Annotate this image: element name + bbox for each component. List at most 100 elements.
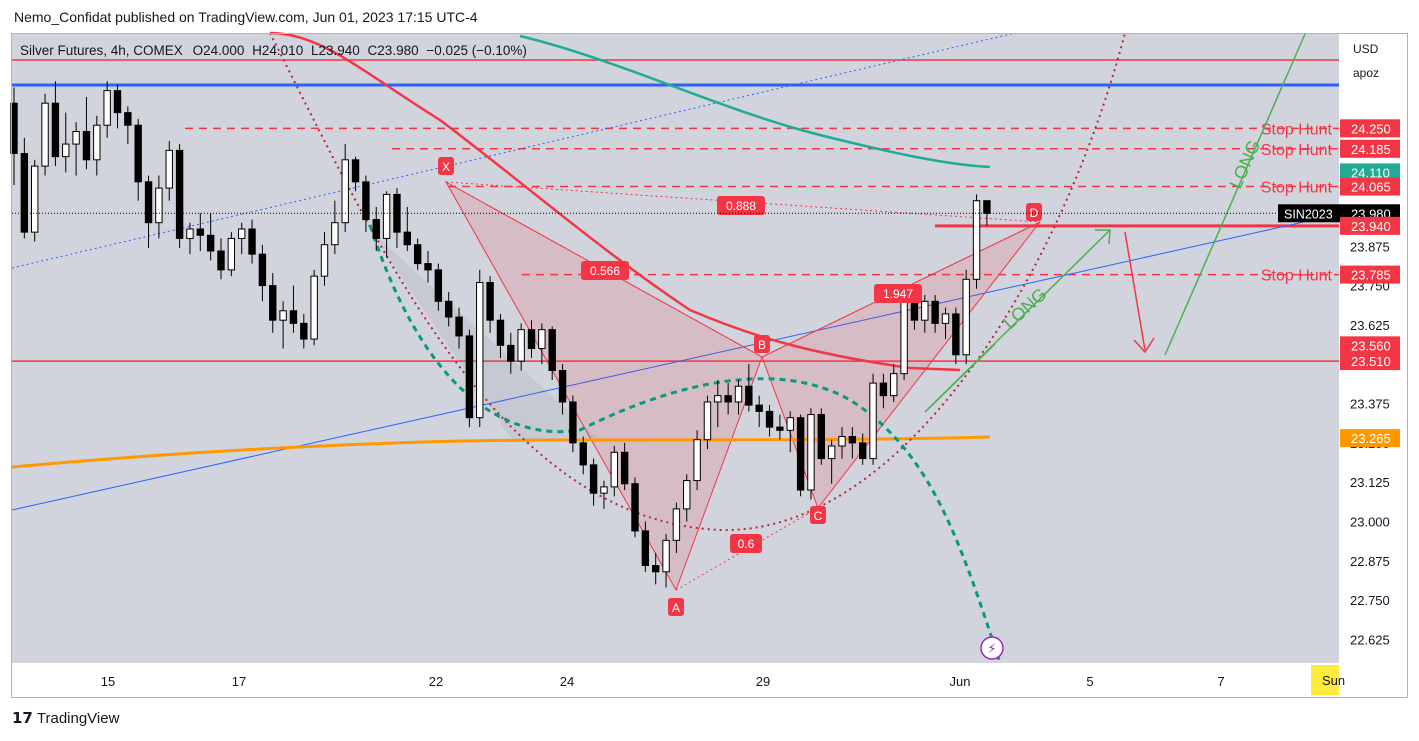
candle-body bbox=[186, 228, 194, 239]
candle-body bbox=[10, 102, 18, 155]
price-tick-label: 23.000 bbox=[1350, 514, 1390, 529]
candle-body bbox=[579, 442, 587, 466]
candle-body bbox=[558, 370, 567, 403]
candle-body bbox=[983, 200, 991, 214]
price-badge-label: 23.265 bbox=[1351, 431, 1391, 446]
candle-body bbox=[93, 124, 101, 161]
time-axis-background bbox=[12, 663, 1407, 697]
candle-body bbox=[434, 269, 443, 302]
legend-close-label: C bbox=[367, 43, 378, 58]
price-badge-label: 23.785 bbox=[1351, 268, 1391, 283]
candle-body bbox=[382, 193, 391, 239]
candle-body bbox=[238, 228, 246, 239]
pattern-point-badge bbox=[754, 335, 770, 353]
ratio-badge bbox=[581, 261, 629, 280]
candle-body bbox=[724, 395, 732, 403]
price-badge bbox=[1340, 429, 1400, 448]
session-label: Sun bbox=[1322, 673, 1345, 688]
candle-body bbox=[662, 539, 670, 573]
candle-body bbox=[72, 130, 80, 145]
price-badge-label: 23.510 bbox=[1351, 354, 1391, 369]
legend-change: −0.025 (−0.10%) bbox=[426, 43, 527, 58]
pattern-point-label: D bbox=[1030, 206, 1039, 220]
xd-ratio-line bbox=[445, 181, 1041, 223]
session-badge bbox=[1311, 665, 1339, 695]
candle-body bbox=[331, 222, 339, 246]
candle-body bbox=[859, 442, 867, 460]
candle-body bbox=[890, 373, 898, 397]
ratio-badge bbox=[874, 284, 922, 303]
red-dotted-arc bbox=[269, 32, 1126, 532]
axis-extra-label: apoz bbox=[1353, 66, 1380, 80]
plot-background bbox=[12, 34, 1339, 663]
candle-body bbox=[258, 253, 267, 287]
ratio-label: 0.566 bbox=[590, 264, 620, 278]
candle-body bbox=[941, 313, 950, 324]
candle-body bbox=[341, 159, 349, 224]
candle-body bbox=[600, 486, 608, 494]
candle-body bbox=[765, 410, 774, 428]
candle-body bbox=[786, 417, 794, 431]
pattern-point-badge bbox=[668, 598, 684, 616]
candle-body bbox=[869, 382, 877, 460]
grey-shade bbox=[370, 230, 600, 440]
blue-trend-line[interactable] bbox=[11, 214, 1336, 511]
pattern-point-badge bbox=[1026, 203, 1042, 221]
pattern-point-label: X bbox=[442, 160, 450, 174]
candle-body bbox=[776, 426, 784, 431]
price-badge bbox=[1340, 265, 1400, 284]
candle-body bbox=[755, 404, 763, 412]
down-arrow-head bbox=[1133, 337, 1155, 354]
currency-label[interactable]: USD bbox=[1353, 42, 1379, 56]
candle-body bbox=[300, 322, 308, 340]
symbol-badge bbox=[1278, 204, 1340, 223]
footer-brand: 𝟭𝟳 TradingView bbox=[12, 709, 119, 728]
price-tick-label: 23.125 bbox=[1350, 475, 1390, 490]
price-tick-label: 23.375 bbox=[1350, 397, 1390, 412]
candle-body bbox=[134, 124, 142, 183]
candle-body bbox=[620, 451, 629, 485]
time-tick-label: 24 bbox=[560, 674, 574, 689]
candle-body bbox=[351, 159, 360, 183]
price-badge bbox=[1340, 163, 1400, 182]
candle-body bbox=[527, 329, 536, 350]
candle-body bbox=[155, 187, 163, 224]
candle-body bbox=[206, 234, 215, 252]
ratio-label: 0.888 bbox=[726, 199, 756, 213]
candle-body bbox=[714, 395, 722, 403]
candle-body bbox=[589, 464, 598, 494]
candle-body bbox=[31, 165, 39, 233]
symbol-badge-label: SIN2023 bbox=[1284, 207, 1333, 221]
candle-body bbox=[693, 439, 701, 482]
price-badge bbox=[1340, 336, 1400, 355]
price-tick-label: 22.750 bbox=[1350, 593, 1390, 608]
tradingview-logo-icon: 𝟭𝟳 bbox=[12, 710, 33, 727]
lightning-icon[interactable] bbox=[980, 636, 1004, 660]
legend-high: 24.010 bbox=[261, 43, 304, 58]
stop-hunt-label: Stop Hunt bbox=[1261, 180, 1333, 197]
long-arrow-head bbox=[1095, 229, 1111, 245]
time-tick-label: 17 bbox=[232, 674, 246, 689]
candle-body bbox=[62, 143, 70, 158]
pattern-point-badge bbox=[810, 506, 826, 524]
legend-open-label: O bbox=[192, 43, 204, 58]
candle-body bbox=[113, 90, 122, 114]
candle-body bbox=[269, 285, 277, 321]
candle-body bbox=[796, 417, 805, 491]
price-badge bbox=[1340, 139, 1400, 158]
ratio-badge bbox=[730, 534, 762, 553]
candle-body bbox=[734, 385, 743, 403]
time-tick-label: 5 bbox=[1086, 674, 1093, 689]
candle-body bbox=[424, 263, 432, 271]
candle-body bbox=[703, 401, 712, 441]
candle-body bbox=[952, 313, 960, 356]
candle-body bbox=[82, 130, 91, 161]
candle-body bbox=[217, 250, 225, 271]
candle-body bbox=[610, 451, 618, 488]
time-tick-label: Jun bbox=[950, 674, 971, 689]
price-badge-label: 24.110 bbox=[1351, 165, 1390, 180]
candle-body bbox=[165, 149, 173, 189]
candle-body bbox=[103, 90, 111, 126]
candle-body bbox=[51, 102, 60, 158]
